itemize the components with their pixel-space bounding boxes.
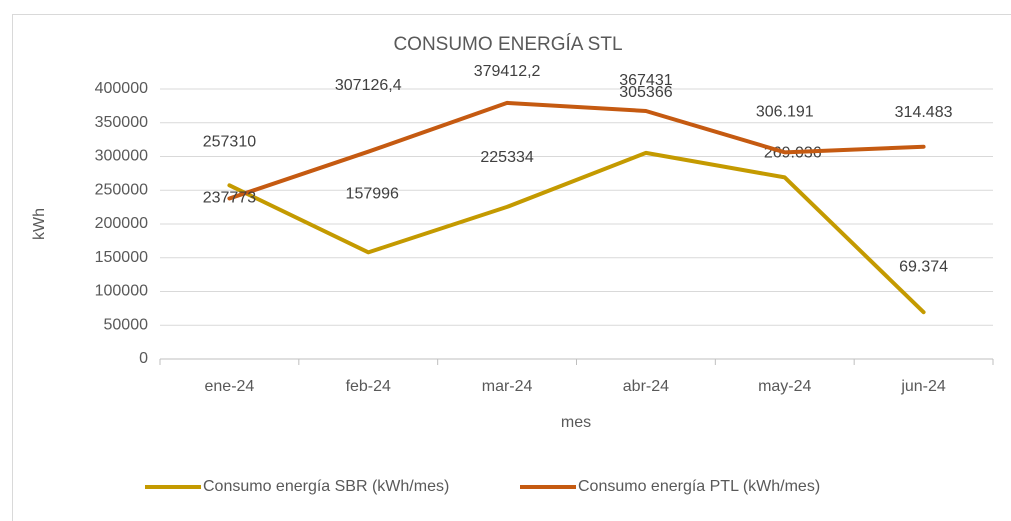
x-tick-label: mar-24 bbox=[482, 378, 533, 395]
y-tick-label: 400000 bbox=[95, 80, 148, 97]
x-tick-label: jun-24 bbox=[900, 378, 946, 395]
chart-title: CONSUMO ENERGÍA STL bbox=[393, 34, 622, 55]
data-label: 314.483 bbox=[895, 104, 953, 121]
data-label: 69.374 bbox=[899, 258, 948, 275]
y-tick-label: 300000 bbox=[95, 148, 148, 165]
y-tick-label: 200000 bbox=[95, 215, 148, 232]
data-label: 237773 bbox=[203, 190, 256, 207]
legend-label: Consumo energía PTL (kWh/mes) bbox=[578, 478, 820, 495]
x-tick-label: ene-24 bbox=[205, 378, 255, 395]
x-axis-label: mes bbox=[561, 414, 591, 431]
y-tick-label: 150000 bbox=[95, 249, 148, 266]
data-label: 305366 bbox=[619, 84, 672, 101]
data-label: 225334 bbox=[480, 149, 533, 166]
y-tick-label: 100000 bbox=[95, 283, 148, 300]
data-label: 307126,4 bbox=[335, 77, 402, 94]
series-line bbox=[227, 150, 926, 315]
series-line bbox=[227, 100, 926, 201]
data-label: 367431 bbox=[619, 72, 672, 89]
legend-label: Consumo energía SBR (kWh/mes) bbox=[203, 478, 449, 495]
data-label: 306.191 bbox=[756, 104, 814, 121]
y-tick-label: 0 bbox=[139, 350, 148, 367]
y-tick-label: 50000 bbox=[104, 316, 149, 333]
data-label: 157996 bbox=[346, 186, 399, 203]
x-tick-label: feb-24 bbox=[346, 378, 391, 395]
data-label: 379412,2 bbox=[474, 63, 541, 80]
chart-frame bbox=[12, 14, 1011, 521]
y-tick-label: 250000 bbox=[95, 181, 148, 198]
data-label: 257310 bbox=[203, 134, 256, 151]
x-tick-label: may-24 bbox=[758, 378, 811, 395]
y-tick-label: 350000 bbox=[95, 114, 148, 131]
x-tick-label: abr-24 bbox=[623, 378, 669, 395]
y-axis-label: kWh bbox=[31, 208, 48, 240]
